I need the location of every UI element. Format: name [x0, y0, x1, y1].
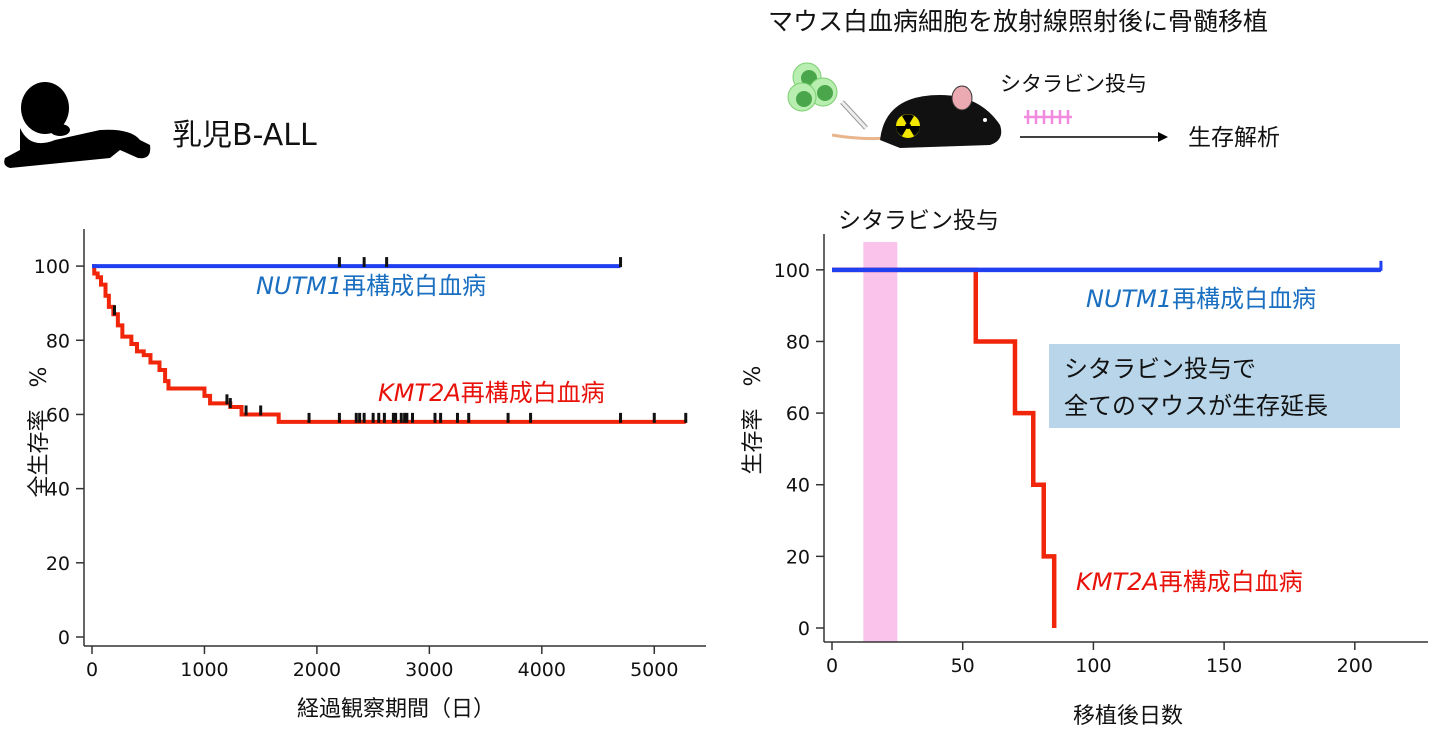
left-nutm1-suffix: 再構成白血病 — [342, 272, 486, 300]
kmt2a-survival-line — [92, 264, 686, 424]
syringe-icon — [840, 100, 868, 130]
treatment-band — [863, 242, 898, 642]
left-kmt2a-suffix: 再構成白血病 — [461, 379, 605, 407]
y-tick-label: 80 — [786, 331, 810, 353]
left-y-axis-label: 全生存率 % — [27, 367, 52, 498]
left-panel-title: 乳児B-ALL — [172, 118, 317, 153]
y-tick-label: 60 — [46, 404, 70, 426]
y-tick-label: 40 — [46, 479, 70, 501]
left-x-axis-label: 経過観察期間（日） — [297, 697, 495, 722]
right-survival-chart: 0 20 40 60 80 100 0 50 100 150 200 — [774, 234, 1428, 677]
callout-box: シタラビン投与で 全てのマウスが生存延長 — [1049, 344, 1400, 428]
right-kmt2a-legend: KMT2A再構成白血病 — [1076, 568, 1303, 596]
right-kmt2a-gene: KMT2A — [1076, 568, 1159, 596]
infant-silhouette-icon — [4, 82, 151, 168]
right-y-axis-label: 生存率 % — [741, 366, 766, 475]
x-tick-label: 200 — [1337, 655, 1373, 677]
x-tick-label: 150 — [1206, 655, 1242, 677]
y-tick-label: 60 — [786, 403, 810, 425]
left-nutm1-legend: NUTM1再構成白血病 — [256, 272, 486, 300]
right-x-axis-label: 移植後日数 — [1073, 704, 1183, 729]
right-nutm1-gene: NUTM1 — [1086, 285, 1172, 313]
y-tick-label: 100 — [774, 260, 810, 282]
x-tick-label: 50 — [951, 655, 975, 677]
irradiated-mouse-icon — [831, 85, 1002, 148]
x-tick-label: 0 — [826, 655, 838, 677]
schema-outcome-label: 生存解析 — [1188, 125, 1280, 151]
callout-line-1: シタラビン投与で — [1064, 355, 1256, 383]
x-tick-label: 4000 — [518, 659, 566, 681]
x-tick-label: 100 — [1075, 655, 1111, 677]
left-kmt2a-gene: KMT2A — [378, 379, 461, 407]
y-tick-label: 0 — [58, 627, 70, 649]
y-tick-label: 100 — [34, 256, 70, 278]
y-tick-label: 80 — [46, 330, 70, 352]
x-tick-label: 0 — [86, 659, 98, 681]
y-tick-label: 0 — [798, 618, 810, 640]
right-nutm1-suffix: 再構成白血病 — [1172, 285, 1316, 313]
right-panel-title: マウス白血病細胞を放射線照射後に骨髄移植 — [768, 7, 1268, 36]
arrow-right-icon — [1020, 132, 1168, 142]
left-kmt2a-legend: KMT2A再構成白血病 — [378, 379, 605, 407]
x-tick-label: 2000 — [293, 659, 341, 681]
y-tick-label: 40 — [786, 475, 810, 497]
radiation-icon — [896, 114, 920, 138]
x-tick-label: 5000 — [630, 659, 678, 681]
y-tick-label: 20 — [786, 546, 810, 568]
right-kmt2a-suffix: 再構成白血病 — [1159, 568, 1303, 596]
leukemia-cells-icon — [787, 62, 838, 112]
band-label: シタラビン投与 — [838, 208, 999, 234]
x-tick-label: 1000 — [180, 659, 228, 681]
schema-treatment-label: シタラビン投与 — [1000, 72, 1147, 96]
kmt2a-survival-line — [832, 267, 1057, 628]
right-nutm1-legend: NUTM1再構成白血病 — [1086, 285, 1316, 313]
left-nutm1-gene: NUTM1 — [256, 272, 342, 300]
callout-background — [1049, 344, 1400, 428]
dose-arrows-icon — [1024, 110, 1072, 124]
callout-line-2: 全てのマウスが生存延長 — [1064, 392, 1328, 420]
x-tick-label: 3000 — [405, 659, 453, 681]
y-tick-label: 20 — [46, 553, 70, 575]
